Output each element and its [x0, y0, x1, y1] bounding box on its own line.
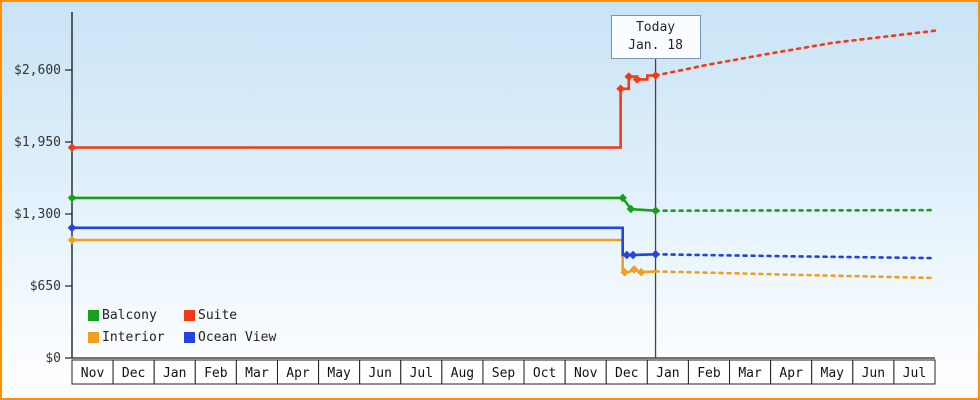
x-axis-month-cell — [441, 359, 484, 385]
x-axis-month-label: Jan — [163, 366, 186, 381]
legend-item-ocean-view: Ocean View — [184, 330, 276, 345]
legend-swatch-balcony — [88, 310, 99, 321]
x-axis-month-label: Aug — [451, 366, 474, 381]
y-tick-label: $1,950 — [14, 135, 61, 150]
legend-label-suite: Suite — [198, 308, 238, 323]
legend-label-ocean-view: Ocean View — [198, 330, 277, 345]
y-tick-label: $2,600 — [14, 63, 61, 78]
x-axis-month-cell — [318, 359, 361, 385]
x-axis-month-cell — [400, 359, 443, 385]
series-marker-balcony — [67, 193, 77, 203]
y-tick-label: $0 — [45, 351, 61, 366]
series-marker-ocean-view — [67, 223, 77, 233]
series-marker-interior — [629, 265, 639, 274]
x-axis-month-cell — [482, 359, 525, 385]
series-marker-ocean-view — [651, 250, 660, 259]
x-axis-month-label: May — [821, 366, 845, 381]
legend-row: Interior Ocean View — [88, 330, 276, 345]
series-line-suite — [72, 74, 656, 149]
today-annotation: Today Jan. 18 — [610, 15, 701, 59]
legend-swatch-interior — [88, 332, 99, 343]
x-axis-month-label: Dec — [122, 366, 145, 381]
series-marker-interior — [67, 235, 77, 245]
x-axis-month-label: Nov — [574, 366, 598, 381]
x-axis-month-label: Oct — [533, 366, 556, 381]
x-axis-month-label: Mar — [738, 366, 762, 381]
x-axis-month-cell — [605, 359, 648, 385]
series-marker-suite — [624, 72, 634, 81]
x-axis-month-label: Jul — [410, 366, 433, 381]
series-marker-balcony — [651, 206, 660, 215]
x-axis-month-cell — [770, 359, 813, 385]
x-axis-month-cell — [359, 359, 402, 385]
series-marker-balcony — [618, 193, 627, 203]
series-marker-balcony — [626, 204, 636, 214]
series-line-interior — [72, 238, 656, 274]
x-axis-month-label: Jul — [903, 366, 926, 381]
today-title: Today — [635, 20, 676, 35]
legend-item-balcony: Balcony — [88, 308, 184, 323]
x-axis-month-label: Sep — [492, 366, 516, 381]
series-projection-ocean-view — [654, 253, 937, 260]
series-line-balcony — [72, 196, 656, 212]
x-axis-month-label: Jun — [862, 366, 885, 381]
series-marker-ocean-view — [628, 250, 638, 260]
x-axis-month-label: Nov — [81, 366, 105, 381]
series-marker-suite — [616, 84, 625, 94]
x-axis-month-label: Apr — [779, 366, 803, 381]
series-marker-ocean-view — [622, 250, 632, 260]
x-axis-month-cell — [729, 359, 772, 385]
series-line-ocean-view — [72, 226, 656, 257]
x-axis-month-cell — [852, 359, 895, 385]
legend-label-balcony: Balcony — [102, 308, 157, 323]
legend-label-interior: Interior — [102, 330, 165, 345]
x-axis-month-label: May — [327, 366, 351, 381]
x-axis-month-label: Feb — [697, 366, 721, 381]
series-marker-suite — [67, 143, 77, 152]
series-marker-interior — [636, 267, 646, 277]
x-axis-month-cell — [564, 359, 607, 385]
legend-row: Balcony Suite — [88, 308, 276, 323]
x-axis-month-cell — [276, 359, 320, 385]
x-axis-month-cell — [194, 359, 237, 385]
x-axis-month-cell — [153, 359, 196, 385]
legend-swatch-suite — [184, 310, 195, 321]
x-axis-month-cell — [523, 359, 566, 385]
legend-item-interior: Interior — [88, 330, 184, 345]
x-axis-month-label: Feb — [204, 366, 228, 381]
x-axis-month-label: Apr — [286, 366, 310, 381]
chart-legend: Balcony Suite Interior Ocean View — [88, 308, 276, 352]
series-marker-suite — [632, 75, 642, 84]
x-axis-month-cell — [893, 359, 936, 385]
series-marker-interior — [620, 267, 629, 277]
legend-swatch-ocean-view — [184, 332, 195, 343]
series-projection-interior — [654, 270, 937, 280]
x-axis-month-label: Mar — [245, 366, 269, 381]
x-axis-month-label: Dec — [615, 366, 638, 381]
legend-item-suite: Suite — [184, 308, 237, 323]
x-axis-month-cell — [71, 359, 114, 385]
x-axis-month-label: Jun — [368, 366, 391, 381]
x-axis-month-label: Jan — [656, 366, 679, 381]
today-date: Jan. 18 — [628, 38, 683, 53]
series-marker-suite — [651, 71, 660, 80]
y-tick-label: $650 — [30, 279, 61, 294]
y-tick-label: $1,300 — [14, 207, 61, 222]
series-projection-balcony — [654, 208, 937, 212]
